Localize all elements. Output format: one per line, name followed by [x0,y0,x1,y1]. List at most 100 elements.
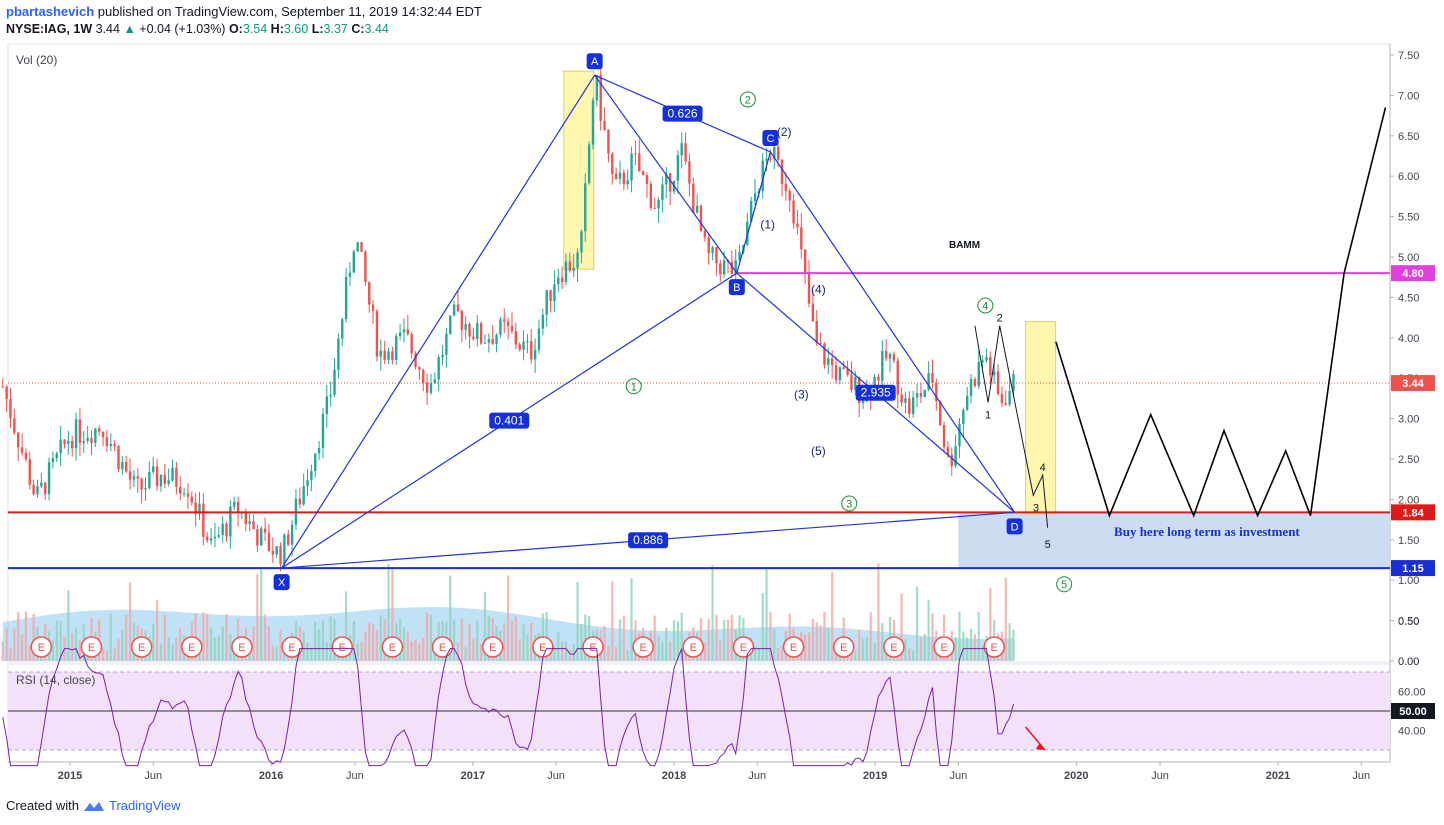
candle-body [229,506,232,537]
point-x-marker[interactable] [273,574,290,591]
earnings-e-icon[interactable]: E [331,636,353,658]
subwave-label: 4 [1040,462,1046,474]
level-tag-label: 4.80 [1402,268,1423,280]
volume-bar [954,636,957,661]
candle-body [74,419,78,449]
candle-body [518,344,521,350]
candle-body [9,399,12,419]
earnings-e-icon[interactable]: E [883,636,905,658]
earnings-e-icon[interactable]: E [431,636,454,658]
earnings-e-icon[interactable]: E [732,636,755,658]
earnings-circle [281,636,303,658]
earnings-e-icon[interactable]: E [231,636,253,658]
ratio-badge[interactable] [489,412,530,429]
candle-body [418,367,421,370]
ratio-badge[interactable] [855,384,896,401]
candle-body [514,331,518,345]
projection-path[interactable] [1055,107,1387,518]
earnings-e-icon[interactable]: E [80,636,103,658]
earnings-e-icon[interactable]: E [582,636,604,658]
volume-bars [1,563,1015,661]
candle-body [1004,403,1007,405]
candle-body [117,446,120,470]
ratio-badge[interactable] [662,105,703,122]
price-axis[interactable]: 7.507.006.506.005.505.004.504.003.503.00… [1390,50,1419,668]
volume-bar [260,567,263,661]
ratio-badge[interactable] [628,532,669,549]
volume-bar [1,641,4,661]
candle-body [900,394,903,403]
candle-body [449,315,452,334]
volume-bar [769,611,772,661]
candle-body [549,290,552,301]
earnings-e-icon[interactable]: E [381,636,404,658]
candle-body [429,383,433,393]
earnings-e-icon[interactable]: E [281,636,303,658]
candle-body [965,395,969,410]
time-tick-label: Jun [748,770,766,782]
candle-body [614,173,618,179]
candle-body [761,160,764,192]
volume-bar [271,645,274,661]
candle-body [557,277,560,285]
wave-circle-label: 3 [846,498,852,510]
rsi-indicator[interactable]: RSI (14, close) 60.00 40.00 50.00 [2,647,1435,767]
volume-bar [757,648,760,661]
volume-bar [919,637,922,661]
buy-zone[interactable] [958,512,1390,569]
candle-body [283,534,286,565]
author-link[interactable]: pbartashevich [6,4,95,19]
earnings-e-icon[interactable]: E [832,636,855,658]
price-tick-label: 0.00 [1398,656,1419,668]
candle-body [125,461,128,472]
point-a-marker[interactable] [586,53,603,70]
earnings-e-icon[interactable]: E [933,636,955,658]
wave-circle-label: 4 [982,300,988,312]
volume-bar [973,634,976,661]
candle-body [638,153,641,172]
earnings-e-icon[interactable]: E [181,636,203,658]
xabcd-pattern[interactable]: X A B C D 0.626 0.401 2.935 0.886 [273,53,1023,591]
earnings-e-icon[interactable]: E [532,636,554,658]
volume-bar [20,634,24,661]
candle-body [668,173,672,192]
candle-body [395,336,398,360]
earnings-e-icon[interactable]: E [130,636,153,658]
tradingview-brand-link[interactable]: TradingView [108,798,181,813]
candle-body [190,496,193,503]
point-d-marker[interactable] [1006,518,1023,535]
volume-bar [969,628,973,661]
candle-body [800,227,803,250]
candle-body [784,183,788,191]
candle-body [665,173,668,185]
candle-body [564,261,568,282]
volume-bar [580,624,583,661]
wave-circle [841,495,858,512]
volume-bar [71,633,74,661]
candle-body [252,521,255,530]
earnings-e-icon[interactable]: E [30,636,53,658]
volume-bar [426,612,429,661]
ratio-label: 0.626 [668,107,698,121]
volume-bar [665,627,668,661]
earnings-e-icon[interactable]: E [682,636,705,658]
candle-body [830,358,834,366]
time-axis[interactable]: 2015 Jun 2016 Jun 2017 Jun 2018 Jun 2019 Jun 2020 J… [58,762,1370,782]
earnings-e-icon[interactable]: E [983,636,1005,658]
candle-body [1000,394,1004,404]
candles[interactable] [1,68,1015,572]
volume-bar [568,649,571,661]
price-pane[interactable] [7,43,1391,663]
volume-bar [603,625,606,661]
earnings-e-icon[interactable]: E [632,636,654,658]
symbol-name[interactable]: NYSE:IAG, 1W [6,22,93,36]
earnings-e-icon[interactable]: E [782,636,805,658]
earnings-e-icon[interactable]: E [481,636,504,658]
point-c-marker[interactable] [762,129,779,146]
highlight-rect-d[interactable] [1025,321,1057,515]
point-b-marker[interactable] [728,279,745,296]
candle-body [780,159,784,184]
candle-body [954,446,957,467]
